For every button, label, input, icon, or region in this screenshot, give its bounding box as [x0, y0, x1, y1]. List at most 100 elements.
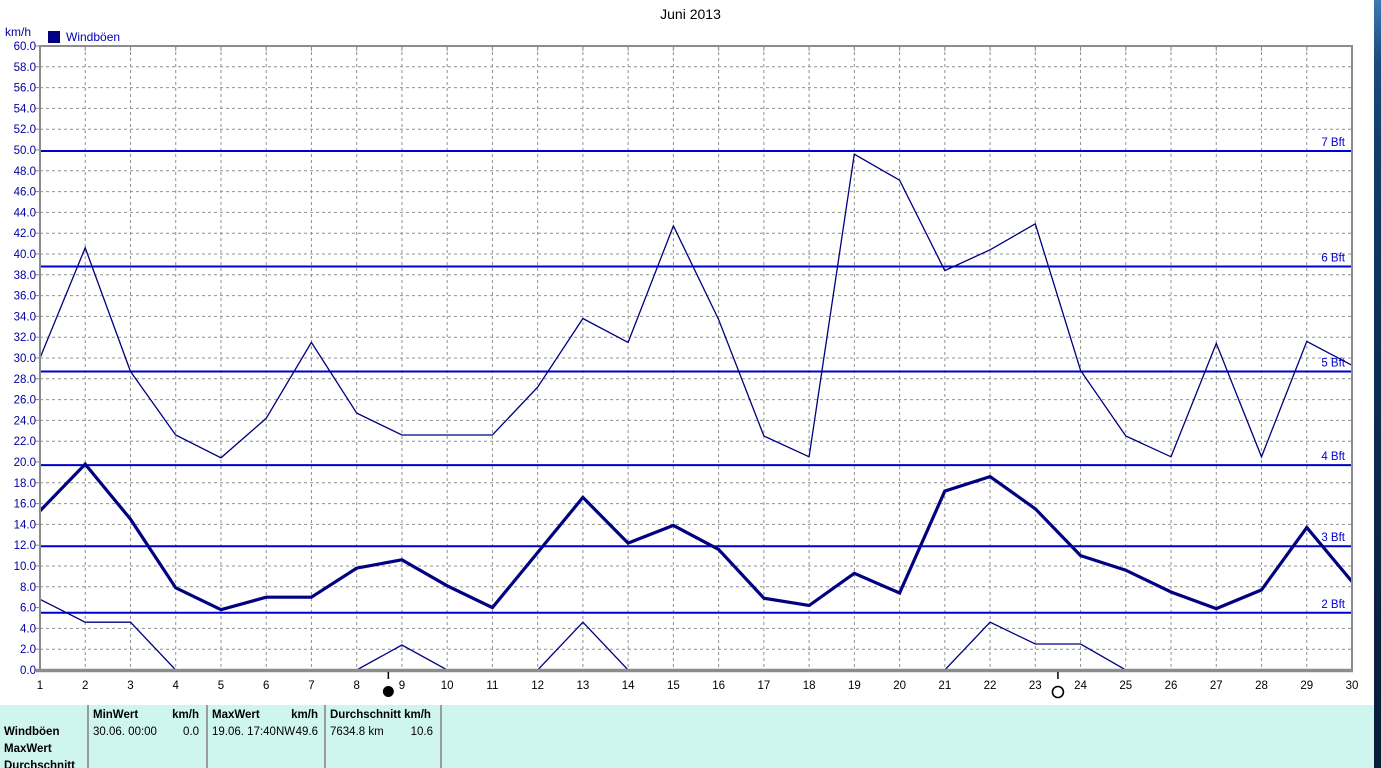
y-tick-label: 54.0 [14, 103, 36, 115]
beaufort-label: 2 Bft [1321, 599, 1345, 611]
y-tick-label: 34.0 [14, 311, 36, 323]
y-tick-label: 56.0 [14, 83, 36, 95]
y-tick-label: 40.0 [14, 249, 36, 261]
maxwert-column: MaxWert km/h 19.06. 17:40NW 49.6 [212, 705, 318, 768]
row-label-maxwert: MaxWert [4, 743, 52, 755]
y-tick-label: 48.0 [14, 166, 36, 178]
beaufort-label: 7 Bft [1321, 137, 1345, 149]
x-tick-label: 17 [757, 680, 770, 692]
y-tick-label: 10.0 [14, 561, 36, 573]
durchschnitt-distance: 7634.8 km [330, 726, 384, 738]
x-tick-label: 6 [263, 680, 269, 692]
table-separator [206, 705, 208, 768]
x-tick-label: 2 [82, 680, 88, 692]
y-axis-unit-label: km/h [5, 25, 32, 39]
x-tick-label: 28 [1255, 680, 1268, 692]
x-tick-label: 16 [712, 680, 725, 692]
maxwert-timestamp: 19.06. 17:40NW [212, 726, 296, 738]
x-tick-label: 22 [984, 680, 997, 692]
y-tick-label: 18.0 [14, 478, 36, 490]
y-tick-label: 22.0 [14, 436, 36, 448]
y-tick-label: 6.0 [20, 603, 36, 615]
durchschnitt-column: Durchschnitt km/h 7634.8 km 10.6 [330, 705, 433, 768]
x-tick-label: 7 [308, 680, 314, 692]
x-tick-label: 20 [893, 680, 906, 692]
legend-label: Windböen [66, 30, 121, 44]
x-tick-label: 4 [173, 680, 180, 692]
series-windboeen-min [39, 598, 1352, 671]
y-tick-label: 24.0 [14, 415, 36, 427]
summary-row-labels: Windböen MaxWert Durchschnitt [4, 724, 84, 768]
x-tick-label: 25 [1119, 680, 1132, 692]
y-tick-label: 12.0 [14, 540, 36, 552]
new-moon-icon [382, 686, 394, 697]
minwert-timestamp: 30.06. 00:00 [93, 726, 157, 738]
x-tick-label: 13 [576, 680, 589, 692]
y-tick-label: 0.0 [20, 665, 36, 677]
x-tick-label: 18 [803, 680, 816, 692]
y-tick-label: 30.0 [14, 353, 36, 365]
x-tick-label: 3 [127, 680, 133, 692]
durchschnitt-header: Durchschnitt km/h [330, 709, 431, 721]
y-tick-label: 2.0 [20, 644, 36, 656]
y-tick-label: 20.0 [14, 457, 36, 469]
x-tick-label: 29 [1300, 680, 1313, 692]
x-tick-label: 12 [531, 680, 544, 692]
chart-legend: Windböen [48, 30, 120, 44]
y-tick-label: 14.0 [14, 519, 36, 531]
minwert-unit: km/h [172, 709, 199, 721]
x-tick-label: 11 [486, 680, 498, 692]
x-tick-label: 9 [399, 680, 405, 692]
beaufort-label: 6 Bft [1321, 252, 1345, 264]
page-title: Juni 2013 [660, 6, 721, 22]
maxwert-header: MaxWert [212, 709, 260, 721]
x-tick-label: 19 [848, 680, 861, 692]
y-tick-label: 60.0 [14, 41, 36, 53]
row-label-windboeen: Windböen [4, 726, 60, 738]
y-tick-label: 58.0 [14, 62, 36, 74]
x-tick-label: 10 [441, 680, 454, 692]
y-tick-label: 42.0 [14, 228, 36, 240]
x-tick-label: 1 [37, 680, 43, 692]
minwert-header: MinWert [93, 709, 139, 721]
x-tick-label: 24 [1074, 680, 1087, 692]
table-separator [87, 705, 89, 768]
beaufort-label: 5 Bft [1321, 358, 1345, 370]
desktop-edge-strip [1374, 0, 1381, 768]
x-tick-label: 15 [667, 680, 680, 692]
x-tick-label: 21 [938, 680, 951, 692]
full-moon-icon [1051, 685, 1065, 699]
durchschnitt-value: 10.6 [410, 726, 433, 738]
minwert-column: MinWert km/h 30.06. 00:00 0.0 [93, 705, 199, 768]
wind-chart: 2 Bft 3 Bft 4 Bft 5 Bft 6 Bft 7 Bft 0.0 2.0 4.0 6… [14, 41, 1358, 699]
y-tick-label: 52.0 [14, 124, 36, 136]
y-tick-label: 36.0 [14, 291, 36, 303]
y-tick-label: 32.0 [14, 332, 36, 344]
y-tick-label: 46.0 [14, 187, 36, 199]
legend-swatch-icon [48, 31, 60, 43]
row-label-durchschnitt: Durchschnitt [4, 760, 75, 768]
beaufort-label: 4 Bft [1321, 451, 1345, 463]
y-tick-label: 4.0 [20, 623, 36, 635]
y-tick-label: 26.0 [14, 395, 36, 407]
x-tick-label: 26 [1165, 680, 1178, 692]
maxwert-value: 49.6 [295, 726, 318, 738]
series-windboeen-max [39, 153, 1353, 459]
summary-table: Windböen MaxWert Durchschnitt MinWert km… [0, 705, 1374, 768]
maxwert-unit: km/h [291, 709, 318, 721]
table-separator [440, 705, 442, 768]
minwert-value: 0.0 [183, 726, 199, 738]
table-separator [324, 705, 326, 768]
x-tick-label: 8 [353, 680, 359, 692]
y-tick-label: 44.0 [14, 207, 36, 219]
y-tick-label: 8.0 [20, 582, 36, 594]
y-tick-label: 50.0 [14, 145, 36, 157]
y-tick-label: 28.0 [14, 374, 36, 386]
x-tick-label: 27 [1210, 680, 1223, 692]
x-tick-label: 14 [622, 680, 635, 692]
series-windboeen-mean [38, 461, 1354, 612]
x-tick-label: 23 [1029, 680, 1042, 692]
beaufort-label: 3 Bft [1321, 532, 1345, 544]
x-tick-label: 5 [218, 680, 224, 692]
